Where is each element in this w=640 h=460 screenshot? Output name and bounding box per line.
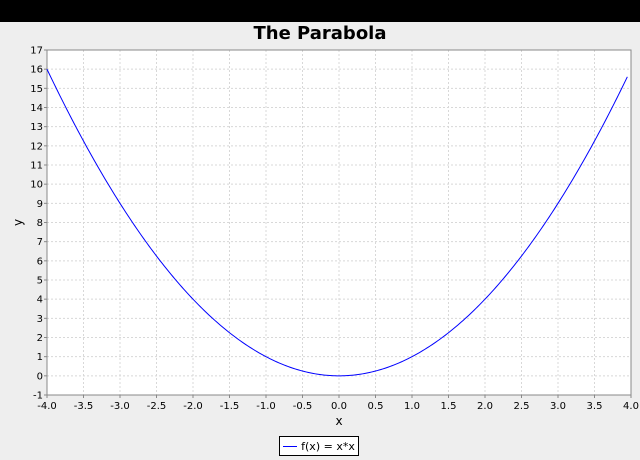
x-tick-label: 2.0 <box>477 401 493 412</box>
series-line-0 <box>46 68 628 377</box>
y-tick-label: 16 <box>30 65 43 76</box>
y-tick-label: 4 <box>37 295 43 306</box>
axes <box>44 49 632 398</box>
x-tick-label: 4.0 <box>623 401 639 412</box>
y-tick-label: 15 <box>30 84 43 95</box>
x-tick-label: -2.5 <box>147 401 167 412</box>
y-tick-label: 2 <box>37 333 43 344</box>
x-tick-label: -3.5 <box>74 401 94 412</box>
x-tick-label: 3.0 <box>550 401 566 412</box>
y-tick-label: 6 <box>37 256 43 267</box>
y-tick-label: 10 <box>30 180 43 191</box>
x-tick-label: 2.5 <box>514 401 530 412</box>
plot-border <box>46 49 632 396</box>
x-tick-label: -4.0 <box>37 401 57 412</box>
y-tick-label: 17 <box>30 46 43 57</box>
tick-labels: -4.0 -3.5 -3.0 -2.5 -2.0 -1.5 -1.0 -0.5 0.0 0.5 1.… <box>30 46 639 413</box>
y-tick-label: 11 <box>30 161 43 172</box>
window-top-bar <box>0 0 640 22</box>
x-tick-label: -2.0 <box>183 401 203 412</box>
legend: f(x) = x*x <box>279 436 359 456</box>
y-tick-label: 8 <box>37 218 43 229</box>
x-tick-label: 3.5 <box>587 401 603 412</box>
x-tick-label: -3.0 <box>110 401 130 412</box>
x-tick-label: -1.5 <box>220 401 240 412</box>
y-tick-label: -1 <box>33 391 43 402</box>
x-tick-label: -1.0 <box>256 401 276 412</box>
y-tick-label: 9 <box>37 199 43 210</box>
y-tick-label: 1 <box>37 352 43 363</box>
legend-swatch <box>283 445 298 447</box>
series-layer <box>46 68 628 377</box>
chart-title: The Parabola <box>253 23 387 44</box>
y-axis-label: y <box>11 219 25 226</box>
legend-entry-label: f(x) = x*x <box>301 439 355 453</box>
y-tick-label: 12 <box>30 141 43 152</box>
y-tick-label: 7 <box>37 237 43 248</box>
x-tick-label: 0.5 <box>368 401 384 412</box>
x-tick-label: 1.5 <box>441 401 457 412</box>
x-tick-label: -0.5 <box>293 401 313 412</box>
y-tick-label: 0 <box>37 371 43 382</box>
x-tick-label: 1.0 <box>404 401 420 412</box>
y-tick-label: 3 <box>37 314 43 325</box>
x-axis-label: x <box>335 414 342 428</box>
y-tick-label: 14 <box>30 103 43 114</box>
x-tick-label: 0.0 <box>331 401 347 412</box>
y-tick-label: 13 <box>30 122 43 133</box>
y-tick-label: 5 <box>37 276 43 287</box>
